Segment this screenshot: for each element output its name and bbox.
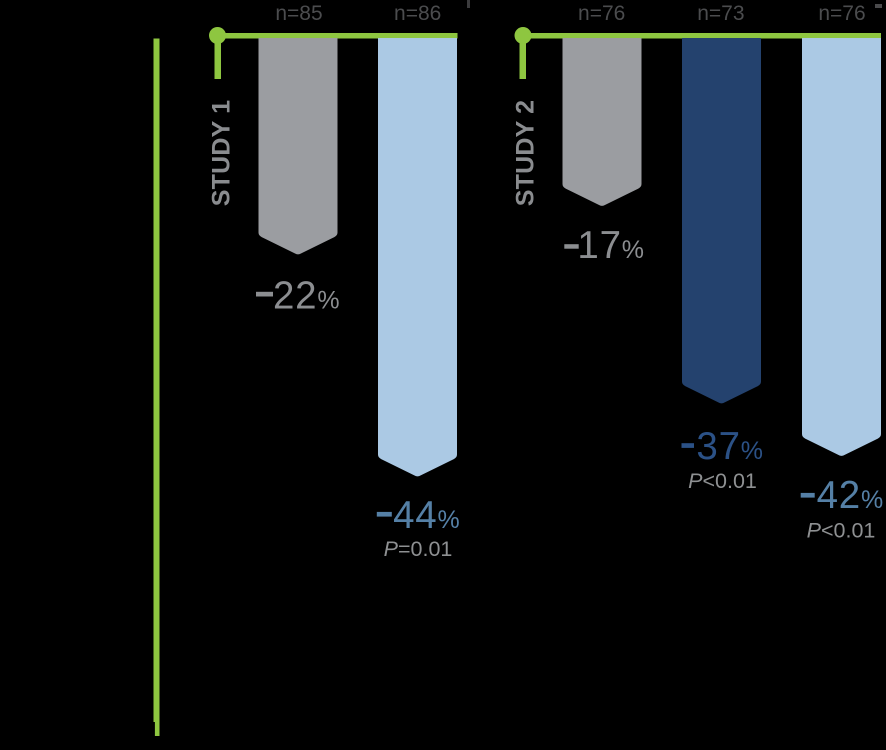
- svg-text:n=86: n=86: [394, 2, 441, 25]
- svg-text:STUDY 1: STUDY 1: [208, 100, 236, 207]
- svg-text:17%: 17%: [577, 224, 644, 267]
- svg-text:44%: 44%: [393, 494, 460, 537]
- svg-text:P<0.01: P<0.01: [688, 469, 757, 493]
- svg-text:37%: 37%: [696, 425, 763, 468]
- svg-text:STUDY 2: STUDY 2: [512, 100, 540, 207]
- svg-text:P=0.01: P=0.01: [384, 537, 453, 561]
- svg-text:n=76: n=76: [818, 2, 865, 25]
- svg-text:n=73: n=73: [697, 2, 744, 25]
- svg-text:n=76: n=76: [578, 2, 625, 25]
- svg-text:P<0.01: P<0.01: [807, 519, 876, 543]
- svg-text:n=85: n=85: [275, 2, 322, 25]
